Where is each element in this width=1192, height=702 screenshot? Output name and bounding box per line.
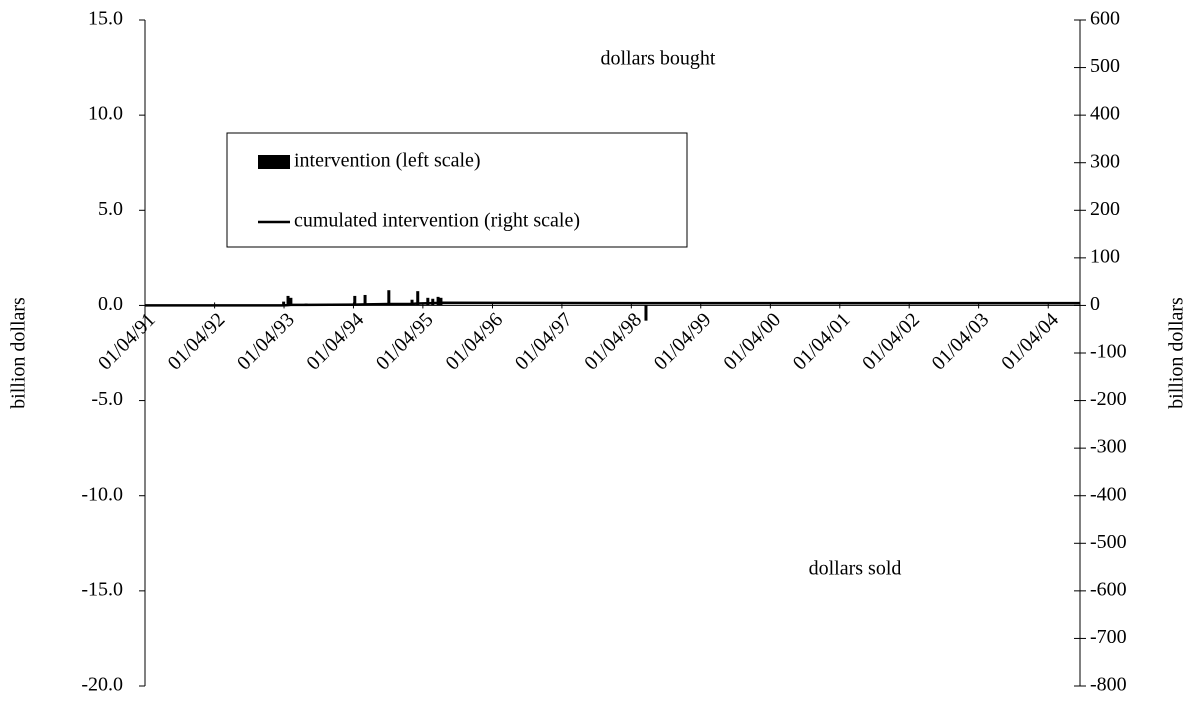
x-tick-label: 01/04/91 bbox=[94, 309, 160, 375]
y2-tick-label: -100 bbox=[1090, 341, 1127, 363]
x-tick-label: 01/04/01 bbox=[789, 309, 855, 375]
y-tick-label: -15.0 bbox=[81, 578, 123, 600]
x-tick-label: 01/04/94 bbox=[302, 309, 368, 375]
x-tick-label: 01/04/92 bbox=[164, 309, 230, 375]
y2-tick-label: 500 bbox=[1090, 55, 1120, 77]
bar bbox=[286, 295, 290, 306]
y-tick-label: 0.0 bbox=[98, 293, 123, 315]
y2-tick-label: 600 bbox=[1090, 8, 1120, 30]
y2-tick-label: 100 bbox=[1090, 245, 1120, 267]
y2-tick-label: 200 bbox=[1090, 198, 1120, 220]
annotation: dollars bought bbox=[601, 48, 716, 70]
y2-tick-label: 300 bbox=[1090, 150, 1120, 172]
x-tick-label: 01/04/96 bbox=[441, 309, 507, 375]
x-tick-label: 01/04/97 bbox=[511, 309, 577, 375]
bar bbox=[289, 297, 293, 306]
y2-tick-label: -500 bbox=[1090, 531, 1127, 553]
bar bbox=[436, 296, 440, 306]
y-tick-label: 5.0 bbox=[98, 198, 123, 220]
y2-tick-label: -600 bbox=[1090, 578, 1127, 600]
bar bbox=[387, 290, 391, 306]
bar bbox=[416, 291, 420, 306]
x-tick-label: 01/04/98 bbox=[580, 309, 646, 375]
legend-label: intervention (left scale) bbox=[294, 150, 481, 172]
y2-tick-label: -300 bbox=[1090, 436, 1127, 458]
y-tick-label: -20.0 bbox=[81, 674, 123, 696]
y2-tick-label: -200 bbox=[1090, 388, 1127, 410]
bar bbox=[353, 295, 357, 306]
y2-tick-label: -400 bbox=[1090, 483, 1127, 505]
bar bbox=[644, 305, 648, 321]
x-tick-label: 01/04/95 bbox=[372, 309, 438, 375]
y-tick-label: -5.0 bbox=[91, 388, 123, 410]
legend-box bbox=[226, 132, 688, 248]
y2-tick-label: 400 bbox=[1090, 103, 1120, 125]
x-tick-label: 01/04/00 bbox=[719, 309, 785, 375]
y2-tick-label: 0 bbox=[1090, 293, 1100, 315]
legend-swatch bbox=[258, 155, 290, 169]
x-tick-label: 01/04/93 bbox=[233, 309, 299, 375]
legend-label: cumulated intervention (right scale) bbox=[294, 210, 580, 232]
y-axis-label: billion dollars bbox=[8, 297, 30, 409]
bar bbox=[426, 297, 430, 306]
bar bbox=[363, 294, 367, 306]
annotation: dollars sold bbox=[809, 558, 902, 580]
x-tick-label: 01/04/04 bbox=[997, 309, 1063, 375]
y2-tick-label: -800 bbox=[1090, 674, 1127, 696]
y2-axis-label: billion dollars bbox=[1166, 297, 1188, 409]
x-tick-label: 01/04/99 bbox=[650, 309, 716, 375]
y-tick-label: 15.0 bbox=[88, 8, 123, 30]
bar bbox=[282, 301, 286, 306]
y-tick-label: -10.0 bbox=[81, 483, 123, 505]
x-tick-label: 01/04/02 bbox=[858, 309, 924, 375]
x-tick-label: 01/04/03 bbox=[928, 309, 994, 375]
bar bbox=[410, 299, 414, 306]
line bbox=[144, 301, 1080, 307]
y-tick-label: 10.0 bbox=[88, 103, 123, 125]
y2-tick-label: -700 bbox=[1090, 626, 1127, 648]
